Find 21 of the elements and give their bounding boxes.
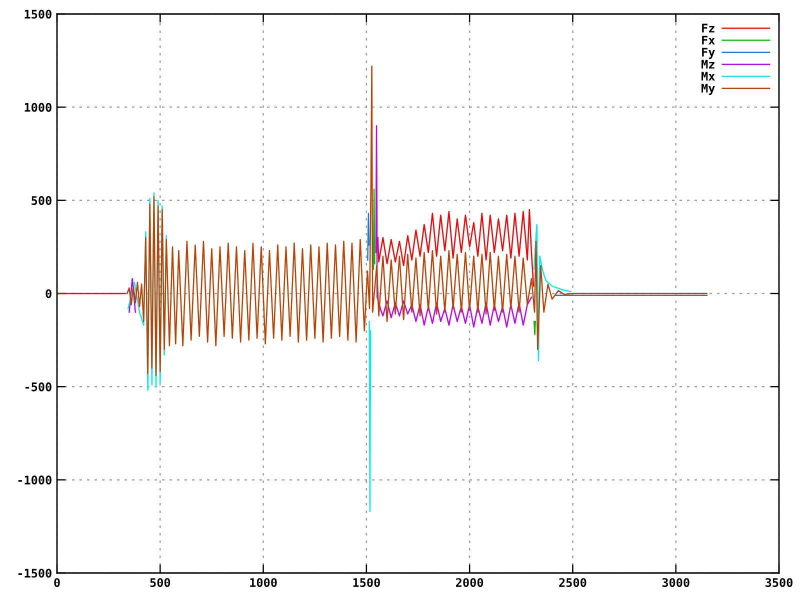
legend-label: Fz [702, 24, 714, 32]
legend-label: Fy [702, 48, 715, 59]
y-tick-label: 500 [32, 196, 52, 205]
y-tick-label: 1000 [24, 102, 52, 112]
x-tick-label: 0 [54, 578, 60, 587]
x-tick-label: 500 [150, 578, 170, 587]
y-tick-label: -500 [25, 382, 52, 392]
legend-label: Mx [702, 72, 715, 80]
legend-label: Fx [702, 36, 715, 44]
legend-label: My [702, 84, 715, 95]
x-tick-label: 2000 [456, 578, 484, 587]
y-tick-label: 0 [46, 289, 52, 298]
y-tick-label: -1500 [18, 568, 52, 578]
x-tick-label: 3500 [766, 578, 793, 587]
x-tick-label: 2500 [559, 578, 586, 587]
x-tick-label: 3000 [662, 578, 690, 587]
x-tick-label: 1000 [250, 578, 277, 587]
legend-label: Mz [702, 60, 714, 68]
y-tick-label: 1500 [24, 10, 52, 19]
x-tick-label: 1500 [353, 578, 380, 587]
y-tick-label: -1000 [18, 476, 52, 484]
